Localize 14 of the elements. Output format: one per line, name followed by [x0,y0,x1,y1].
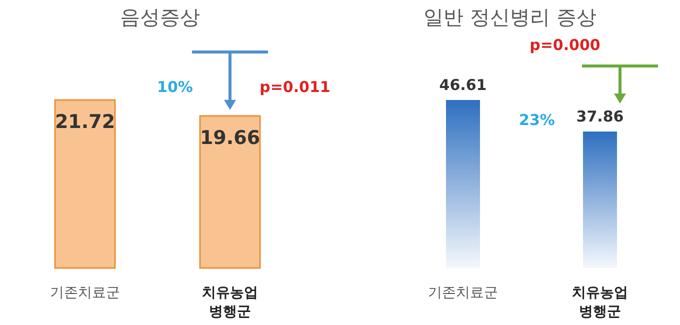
x-tick-label: 기존치료군 [50,285,120,301]
x-tick-label: 치유농업 병행군 [572,285,628,320]
text: 10% [157,78,193,96]
annotation: 23% [519,111,555,129]
text: p=0.011 [260,78,330,96]
data-label: 37.86 [576,108,624,126]
chart-title: 일반 정신병리 증상 [424,5,596,29]
text: p=0.000 [530,36,600,54]
x-tick-label: 기존치료군 [428,285,498,301]
data-label: 21.72 [54,111,116,133]
x-tick-label: 치유농업 병행군 [202,285,258,320]
data-label: 46.61 [439,76,487,94]
chart-title: 음성증상 [120,5,200,29]
data-label: 19.66 [200,126,260,149]
